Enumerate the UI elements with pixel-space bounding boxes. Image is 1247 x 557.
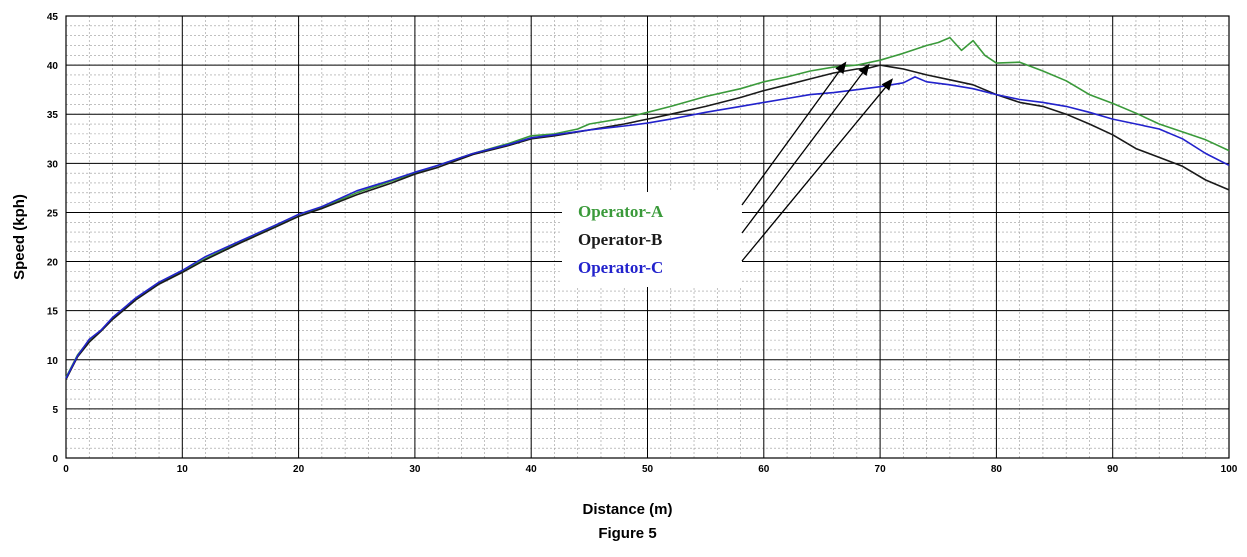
legend-arrow bbox=[741, 78, 894, 262]
y-axis-ticks: 0 5 10 15 20 25 30 35 40 45 bbox=[47, 12, 59, 465]
x-tick-label: 50 bbox=[642, 464, 654, 475]
x-tick-label: 20 bbox=[293, 464, 305, 475]
series-layer bbox=[65, 36, 1230, 380]
y-tick-label: 40 bbox=[47, 61, 59, 72]
x-tick-label: 90 bbox=[1107, 464, 1119, 475]
x-tick-label: 100 bbox=[1221, 464, 1238, 475]
y-axis-title: Speed (kph) bbox=[11, 194, 28, 280]
y-tick-label: 5 bbox=[52, 405, 58, 416]
y-tick-label: 0 bbox=[52, 454, 58, 465]
y-tick-label: 45 bbox=[47, 12, 59, 23]
y-tick-label: 15 bbox=[47, 307, 59, 318]
x-tick-label: 10 bbox=[177, 464, 189, 475]
y-tick-label: 10 bbox=[47, 356, 59, 367]
legend-entry-operator-b: Operator-B bbox=[578, 230, 662, 249]
series-line-operator-c bbox=[65, 76, 1230, 379]
x-tick-label: 40 bbox=[526, 464, 538, 475]
plot-area-frame bbox=[65, 15, 1230, 459]
figure-caption: Figure 5 bbox=[598, 525, 656, 542]
legend-arrow bbox=[741, 61, 847, 206]
legend: Operator-A Operator-B Operator-C bbox=[562, 192, 742, 287]
y-tick-label: 35 bbox=[47, 110, 59, 121]
x-axis-ticks: 0 10 20 30 40 50 60 70 80 90 100 bbox=[63, 464, 1238, 475]
x-tick-label: 0 bbox=[63, 464, 69, 475]
legend-arrow bbox=[741, 63, 870, 234]
legend-arrows bbox=[741, 61, 894, 262]
y-tick-label: 30 bbox=[47, 159, 59, 170]
legend-background bbox=[562, 192, 742, 287]
x-axis-title: Distance (m) bbox=[582, 501, 672, 518]
legend-entry-operator-a: Operator-A bbox=[578, 202, 664, 221]
y-tick-label: 20 bbox=[47, 258, 59, 269]
series-line-operator-b bbox=[65, 64, 1230, 380]
series-line-operator-a bbox=[65, 36, 1230, 378]
x-tick-label: 30 bbox=[409, 464, 421, 475]
y-tick-label: 25 bbox=[47, 208, 59, 219]
legend-entry-operator-c: Operator-C bbox=[578, 258, 663, 277]
x-tick-label: 60 bbox=[758, 464, 770, 475]
x-tick-label: 80 bbox=[991, 464, 1003, 475]
x-tick-label: 70 bbox=[875, 464, 887, 475]
